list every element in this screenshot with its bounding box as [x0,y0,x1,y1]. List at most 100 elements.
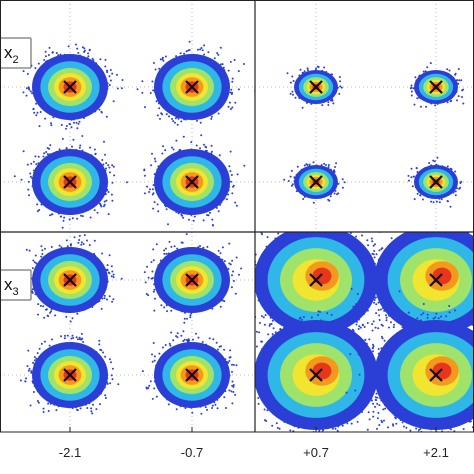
scatter-point [327,164,330,166]
scatter-point [341,178,344,181]
scatter-point [446,165,449,168]
scatter-point [412,87,415,90]
scatter-point [285,216,287,218]
scatter-point [337,182,340,185]
scatter-point [412,175,415,178]
scatter-point [433,434,435,436]
scatter-point [311,223,313,225]
scatter-point [231,363,233,366]
scatter-point [320,442,322,444]
scatter-point [219,305,222,308]
scatter-point [231,91,233,94]
scatter-point [306,67,309,70]
scatter-point [99,203,102,206]
scatter-point [151,80,154,83]
scatter-point [270,323,273,325]
cluster [13,135,128,229]
scatter-point [110,374,113,377]
scatter-point [466,216,468,218]
scatter-point [69,244,72,247]
scatter-point [83,234,86,237]
scatter-point [440,198,443,201]
scatter-point [251,335,253,337]
scatter-point [25,377,28,380]
scatter-point [216,52,219,55]
scatter-point [413,103,416,106]
scatter-point [289,217,291,219]
scatter-point [376,427,378,430]
scatter-point [201,49,204,52]
scatter-point [200,47,203,49]
scatter-point [112,298,115,301]
scatter-point [141,91,144,94]
scatter-point [410,90,413,93]
scatter-point [432,201,435,204]
scatter-point [240,267,243,270]
scatter-point [352,305,355,308]
scatter-point [397,306,400,309]
cluster [283,161,346,204]
scatter-point [321,104,324,107]
scatter-point [435,312,438,315]
scatter-point [69,320,72,323]
scatter-point [26,73,29,75]
scatter-point [449,100,452,103]
scatter-point [49,144,52,147]
scatter-point [372,350,374,353]
scatter-point [158,107,161,110]
scatter-point [47,410,50,412]
scatter-point [218,345,221,348]
scatter-point [286,220,288,222]
scatter-point [416,97,419,100]
scatter-point [178,149,181,152]
scatter-point [362,249,365,252]
scatter-point [36,210,39,213]
scatter-point [448,311,451,314]
scatter-point [414,76,417,79]
scatter-point [378,319,381,321]
scatter-point [60,246,63,249]
scatter-point [247,419,249,421]
scatter-point [32,391,35,393]
scatter-point [48,46,51,49]
scatter-point [228,165,231,168]
scatter-point [93,209,96,212]
scatter-point [37,313,39,316]
scatter-point [377,301,380,304]
scatter-point [28,367,31,370]
scatter-point [301,106,304,109]
scatter-point [180,334,183,337]
scatter-point [299,68,302,71]
scatter-point [327,217,329,219]
scatter-point [107,164,110,167]
scatter-point [41,249,44,252]
scatter-point [333,228,335,230]
scatter-point [418,230,420,232]
scatter-point [110,193,113,196]
scatter-point [310,316,313,319]
scatter-point [459,432,461,434]
scatter-point [81,215,84,218]
scatter-point [29,172,32,175]
scatter-point [313,227,315,229]
scatter-point [374,243,376,246]
scatter-point [170,331,173,334]
scatter-point [33,261,36,264]
scatter-point [338,223,340,225]
scatter-point [244,309,246,311]
scatter-point [30,162,33,165]
scatter-point [312,161,315,164]
scatter-point [349,414,352,417]
scatter-point [158,67,161,70]
scatter-point [230,180,232,183]
scatter-point [101,252,104,255]
scatter-point [261,233,264,236]
scatter-point [161,346,164,349]
scatter-point [211,404,214,407]
cross-marker [429,368,443,382]
scatter-point [75,121,78,124]
scatter-point [469,420,472,423]
scatter-point [445,224,447,226]
scatter-point [407,174,410,177]
scatter-point [235,364,238,367]
